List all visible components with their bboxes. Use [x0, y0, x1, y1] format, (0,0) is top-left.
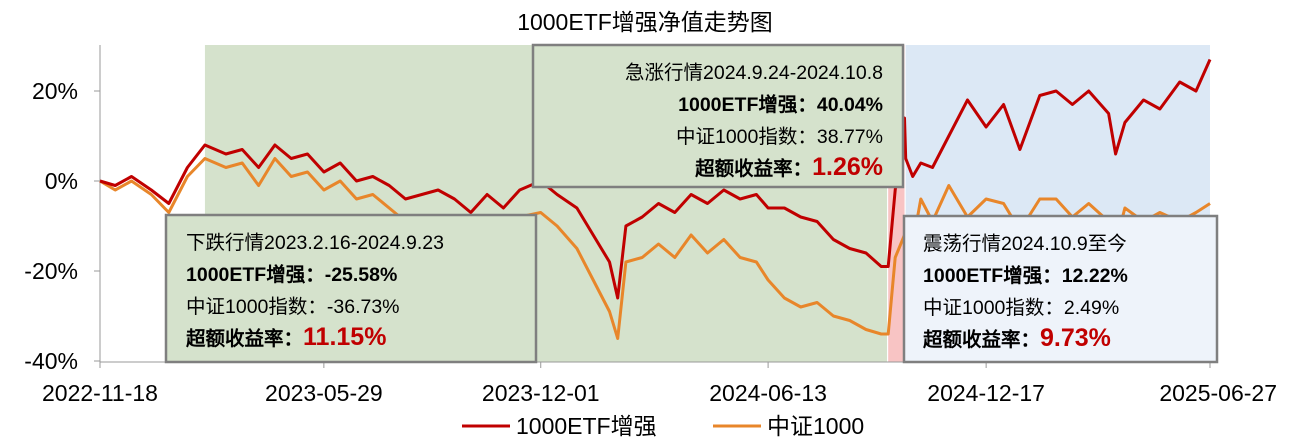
annotation-box-1: 下跌行情2023.2.16-2024.9.23 1000ETF增强：-25.58%…: [164, 213, 538, 364]
annotation-excess-label: 超额收益率：: [185, 327, 303, 350]
annotation-title: 震荡行情2024.10.9至今: [923, 233, 1127, 255]
annotation-excess: 超额收益率：9.73%: [922, 324, 1111, 352]
y-tick-label: -40%: [24, 348, 78, 374]
annotation-index-return: 中证1000指数：38.77%: [676, 126, 883, 148]
y-tick-label: 0%: [45, 168, 78, 194]
annotation-etf-return: 1000ETF增强：-25.58%: [186, 263, 397, 286]
annotation-etf-return: 1000ETF增强：12.22%: [923, 264, 1128, 287]
y-tick-label: 20%: [32, 78, 78, 104]
chart-title: 1000ETF增强净值走势图: [517, 9, 773, 35]
annotation-box-3: 震荡行情2024.10.9至今 1000ETF增强：12.22% 中证1000指数：…: [902, 214, 1219, 364]
annotation-excess-value: 11.15%: [303, 323, 386, 351]
annotation-etf-return: 1000ETF增强：40.04%: [678, 93, 883, 116]
legend-label-index: 中证1000: [767, 413, 864, 439]
x-tick-label: 2022-11-18: [42, 380, 158, 406]
annotation-index-return: 中证1000指数：-36.73%: [186, 296, 400, 318]
annotation-title: 急涨行情2024.9.24-2024.10.8: [625, 62, 883, 84]
x-tick-label: 2023-05-29: [265, 380, 383, 406]
x-tick-label: 2025-06-27: [1159, 380, 1277, 406]
annotation-box-2: 急涨行情2024.9.24-2024.10.8 1000ETF增强：40.04% 中…: [531, 43, 905, 189]
annotation-excess-label: 超额收益率：: [922, 328, 1040, 351]
x-tick-label: 2023-12-01: [482, 380, 600, 406]
x-tick-label: 2024-06-13: [709, 380, 827, 406]
y-tick-label: -20%: [24, 258, 78, 284]
x-tick-label: 2024-12-17: [927, 380, 1045, 406]
annotation-excess-value: 9.73%: [1040, 324, 1111, 352]
annotation-frame: [902, 214, 1219, 364]
annotation-frame: [164, 213, 538, 364]
series-line-etf: [99, 58, 1212, 300]
annotation-title: 下跌行情2023.2.16-2024.9.23: [186, 232, 444, 254]
legend-label-etf: 1000ETF增强: [516, 413, 657, 439]
annotation-excess: 超额收益率：11.15%: [185, 323, 386, 351]
annotation-index-return: 中证1000指数：2.49%: [923, 297, 1119, 319]
annotation-excess: 超额收益率：1.26%: [694, 153, 883, 181]
annotation-excess-label: 超额收益率：: [694, 157, 812, 180]
annotation-excess-value: 1.26%: [812, 153, 883, 181]
annotation-frame: [531, 43, 905, 189]
